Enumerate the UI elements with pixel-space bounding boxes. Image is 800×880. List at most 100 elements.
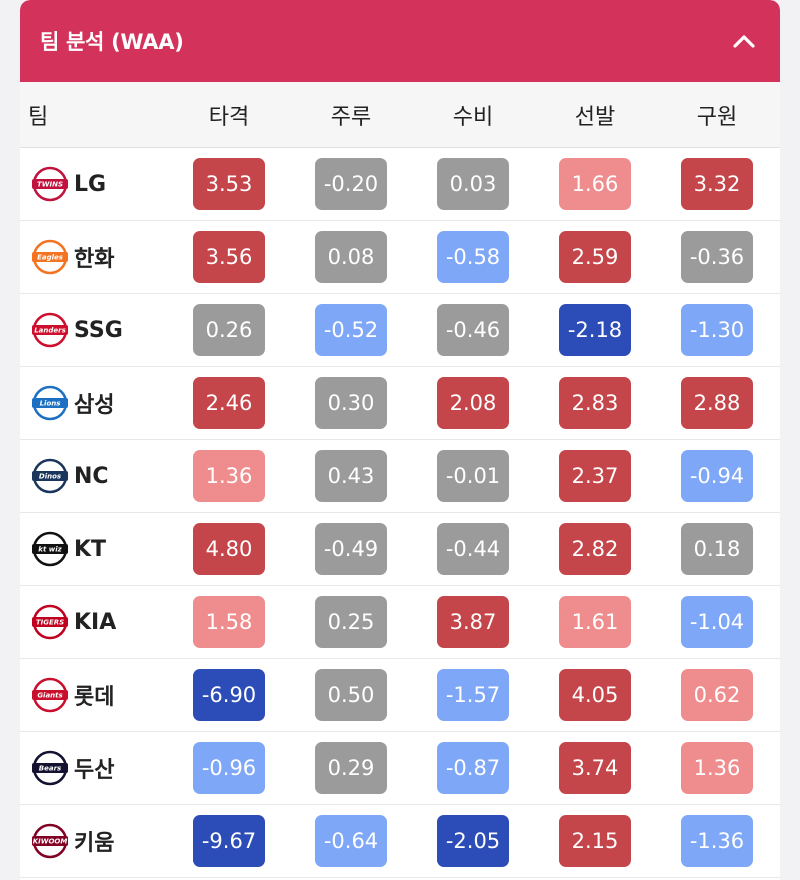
waa-value-badge: 0.30 [315, 377, 387, 429]
landers-logo-icon: Landers [30, 310, 70, 350]
column-header-defense: 수비 [452, 104, 494, 130]
waa-value-badge: -0.87 [437, 742, 509, 794]
table-row[interactable]: Giants 롯데 -6.90 0.50 -1.57 4.05 0.62 [20, 659, 780, 732]
stat-cell-defense: 0.03 [412, 158, 534, 210]
card-header[interactable]: 팀 분석 (WAA) [20, 0, 780, 82]
stat-cell-reliever: -1.30 [656, 304, 778, 356]
chevron-up-icon[interactable] [730, 27, 758, 55]
table-row[interactable]: Eagles 한화 3.56 0.08 -0.58 2.59 -0.36 [20, 221, 780, 294]
waa-value-badge: -0.49 [315, 523, 387, 575]
table-row[interactable]: Bears 두산 -0.96 0.29 -0.87 3.74 1.36 [20, 732, 780, 805]
column-header-team: 팀 [28, 104, 49, 130]
logo-wordmark: Eagles [37, 254, 63, 262]
table-row[interactable]: kt wiz KT 4.80 -0.49 -0.44 2.82 0.18 [20, 513, 780, 586]
stat-cell-reliever: -0.36 [656, 231, 778, 283]
stat-cell-reliever: 1.36 [656, 742, 778, 794]
team-analysis-card: 팀 분석 (WAA) 팀 타격 주루 수비 선발 구원 TWINS LG 3.53-… [20, 0, 780, 880]
waa-value-badge: 0.62 [681, 669, 753, 721]
team-name: 삼성 [74, 393, 115, 418]
stat-cell-reliever: -0.94 [656, 450, 778, 502]
table-row[interactable]: Landers SSG 0.26 -0.52 -0.46 -2.18 -1.30 [20, 294, 780, 367]
waa-value-badge: -9.67 [193, 815, 265, 867]
waa-value-badge: -0.58 [437, 231, 509, 283]
waa-value-badge: 1.36 [193, 450, 265, 502]
team-cell: Landers SSG [20, 310, 168, 350]
stat-cell-starter: 2.82 [534, 523, 656, 575]
table-row[interactable]: Dinos NC 1.36 0.43 -0.01 2.37 -0.94 [20, 440, 780, 513]
column-header-reliever: 구원 [696, 104, 738, 130]
team-cell: TIGERS KIA [20, 602, 168, 642]
waa-value-badge: 0.43 [315, 450, 387, 502]
stat-cell-reliever: 3.32 [656, 158, 778, 210]
stat-cell-baserunning: -0.64 [290, 815, 412, 867]
team-name: NC [74, 463, 109, 489]
stat-cell-baserunning: 0.43 [290, 450, 412, 502]
waa-value-badge: -0.96 [193, 742, 265, 794]
waa-value-badge: 2.59 [559, 231, 631, 283]
stat-cell-reliever: 0.18 [656, 523, 778, 575]
waa-value-badge: -0.44 [437, 523, 509, 575]
stat-cell-baserunning: 0.29 [290, 742, 412, 794]
column-header-baserunning: 주루 [330, 104, 372, 130]
column-header-batting: 타격 [208, 104, 250, 130]
team-name: SSG [74, 317, 123, 343]
stat-cell-defense: 3.87 [412, 596, 534, 648]
eagles-logo-icon: Eagles [30, 237, 70, 277]
logo-wordmark: Bears [39, 765, 61, 773]
stat-cell-starter: 2.15 [534, 815, 656, 867]
stat-cell-baserunning: 0.50 [290, 669, 412, 721]
team-name: 롯데 [74, 685, 115, 710]
waa-value-badge: -2.05 [437, 815, 509, 867]
logo-wordmark: Landers [34, 327, 66, 335]
dinos-logo-icon: Dinos [30, 456, 70, 496]
stat-cell-batting: -0.96 [168, 742, 290, 794]
waa-value-badge: -1.36 [681, 815, 753, 867]
stat-cell-baserunning: -0.20 [290, 158, 412, 210]
team-name: 한화 [74, 247, 115, 272]
card-title: 팀 분석 (WAA) [40, 30, 184, 54]
waa-value-badge: 2.08 [437, 377, 509, 429]
logo-wordmark: TIGERS [36, 619, 64, 627]
team-cell: Bears 두산 [20, 748, 168, 788]
table-row[interactable]: TIGERS KIA 1.58 0.25 3.87 1.61 -1.04 [20, 586, 780, 659]
team-cell: Giants 롯데 [20, 675, 168, 715]
stat-cell-batting: 2.46 [168, 377, 290, 429]
team-cell: Dinos NC [20, 456, 168, 496]
waa-value-badge: -0.46 [437, 304, 509, 356]
waa-value-badge: -6.90 [193, 669, 265, 721]
waa-value-badge: 1.66 [559, 158, 631, 210]
waa-value-badge: 0.26 [193, 304, 265, 356]
stat-cell-defense: -0.58 [412, 231, 534, 283]
team-cell: Lions 삼성 [20, 383, 168, 423]
waa-value-badge: 3.87 [437, 596, 509, 648]
stat-cell-starter: 4.05 [534, 669, 656, 721]
stat-cell-batting: 0.26 [168, 304, 290, 356]
waa-value-badge: 0.08 [315, 231, 387, 283]
stat-cell-baserunning: 0.25 [290, 596, 412, 648]
stat-cell-reliever: 0.62 [656, 669, 778, 721]
table-row[interactable]: TWINS LG 3.53 -0.20 0.03 1.66 3.32 [20, 148, 780, 221]
column-header-row: 팀 타격 주루 수비 선발 구원 [20, 82, 780, 148]
stat-cell-starter: 3.74 [534, 742, 656, 794]
team-cell: Eagles 한화 [20, 237, 168, 277]
stat-cell-starter: 2.83 [534, 377, 656, 429]
stat-cell-batting: 1.36 [168, 450, 290, 502]
waa-value-badge: -0.01 [437, 450, 509, 502]
logo-wordmark: Giants [37, 692, 62, 700]
table-row[interactable]: KIWOOM 키움 -9.67 -0.64 -2.05 2.15 -1.36 [20, 805, 780, 878]
team-name: KT [74, 536, 107, 562]
table-row[interactable]: Lions 삼성 2.46 0.30 2.08 2.83 2.88 [20, 367, 780, 440]
stat-cell-starter: 1.66 [534, 158, 656, 210]
stat-cell-starter: 2.59 [534, 231, 656, 283]
team-name: 키움 [74, 831, 115, 856]
waa-value-badge: 1.58 [193, 596, 265, 648]
logo-wordmark: Lions [40, 400, 61, 408]
waa-value-badge: -1.04 [681, 596, 753, 648]
waa-value-badge: 0.25 [315, 596, 387, 648]
twins-logo-icon: TWINS [30, 164, 70, 204]
stat-cell-defense: -0.01 [412, 450, 534, 502]
waa-value-badge: 0.50 [315, 669, 387, 721]
tigers-logo-icon: TIGERS [30, 602, 70, 642]
stat-cell-reliever: 2.88 [656, 377, 778, 429]
column-header-starter: 선발 [574, 104, 616, 130]
